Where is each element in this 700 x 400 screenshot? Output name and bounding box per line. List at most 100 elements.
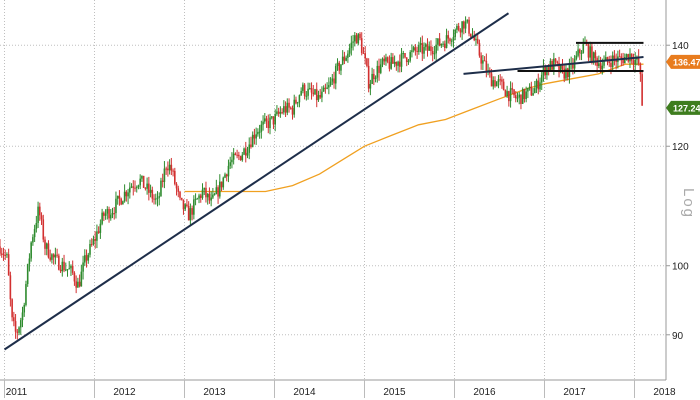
candle-body	[115, 198, 117, 214]
candle-body	[587, 44, 590, 58]
candle-body	[277, 111, 280, 114]
candle-body	[203, 187, 206, 190]
candle-body	[445, 35, 448, 48]
candle-body	[355, 35, 358, 44]
candle-body	[295, 99, 297, 104]
y-tick-labels: 90 100 120 140	[666, 41, 689, 342]
candle-body	[220, 181, 223, 188]
candle-body	[383, 58, 386, 62]
candle-body	[490, 73, 493, 87]
candle-body	[255, 134, 257, 139]
candle-body	[321, 91, 323, 98]
candle-body	[68, 268, 71, 270]
candle-body	[359, 33, 361, 39]
candle-body	[345, 57, 347, 61]
candle-body	[66, 269, 69, 271]
candle-body	[18, 327, 20, 333]
candle-body	[582, 44, 585, 53]
price-badge	[666, 54, 700, 69]
candle-body	[518, 94, 521, 98]
candle-body	[253, 134, 256, 139]
candle-body	[298, 95, 301, 103]
candle-body	[366, 58, 368, 66]
candle-body	[265, 118, 268, 122]
candle-body	[182, 199, 185, 210]
candle-body	[78, 281, 81, 287]
candle-body	[449, 38, 451, 42]
candle-body	[442, 43, 444, 45]
candle-body	[0, 253, 3, 255]
candle-body	[463, 21, 465, 29]
candle-body	[80, 271, 83, 287]
candle-body	[224, 174, 226, 178]
candle-body	[184, 204, 186, 210]
x-tick-label: 2012	[113, 387, 136, 398]
candle-body	[194, 198, 197, 200]
candle-body	[258, 131, 261, 133]
candle-body	[606, 57, 609, 62]
candle-body	[180, 197, 183, 200]
candle-body	[14, 321, 17, 332]
candle-body	[9, 275, 12, 300]
candle-body	[125, 191, 128, 197]
candle-body	[118, 195, 121, 199]
candle-body	[89, 243, 91, 255]
x-tick-labels: 2011 2012 2013 2014 2015 2016 2017 2018	[4, 380, 676, 398]
candle-body	[172, 170, 174, 172]
candle-body	[579, 49, 581, 54]
candle-body	[591, 46, 593, 63]
candle-body	[608, 61, 611, 64]
candle-body	[423, 46, 425, 54]
candle-body	[556, 61, 559, 63]
candle-body	[160, 180, 162, 197]
candle-body	[461, 21, 463, 33]
candle-body	[603, 60, 605, 66]
candle-body	[0, 246, 1, 254]
candle-body	[540, 74, 543, 83]
candle-body	[504, 90, 507, 97]
candle-body	[464, 21, 467, 29]
candle-body	[532, 93, 534, 96]
candle-body	[141, 175, 143, 179]
candle-body	[44, 239, 46, 249]
candle-body	[340, 64, 342, 71]
candle-body	[456, 25, 458, 30]
candle-body	[94, 238, 96, 241]
candle-body	[475, 38, 477, 41]
candle-body	[238, 154, 240, 157]
candle-body	[641, 74, 643, 106]
x-tick-label: 2013	[203, 387, 226, 398]
candle-body	[378, 65, 380, 73]
candle-body	[167, 168, 169, 171]
candle-body	[501, 79, 503, 82]
candle-body	[135, 187, 138, 189]
candle-body	[348, 48, 351, 54]
trendlines	[3, 12, 644, 351]
candle-body	[170, 164, 173, 171]
candle-body	[109, 214, 112, 219]
candle-body	[530, 86, 533, 96]
candle-body	[354, 35, 356, 42]
candle-body	[25, 284, 27, 305]
candle-body	[618, 56, 621, 58]
candle-body	[42, 219, 45, 240]
candle-body	[329, 81, 332, 86]
candle-body	[511, 88, 514, 90]
candle-body	[54, 254, 57, 258]
candle-body	[16, 331, 19, 333]
candle-body	[315, 89, 318, 101]
candle-body	[473, 35, 476, 41]
candles	[0, 16, 643, 340]
candle-body	[293, 99, 296, 115]
candle-body	[158, 196, 161, 198]
candle-body	[485, 61, 488, 73]
candle-body	[198, 195, 200, 199]
candle-body	[412, 47, 415, 51]
candle-body	[565, 68, 567, 79]
candle-body	[217, 187, 219, 197]
candle-body	[407, 60, 410, 63]
candle-body	[452, 36, 455, 41]
candle-body	[319, 95, 321, 98]
y-tick-label: 140	[672, 41, 689, 52]
candle-body	[416, 50, 418, 52]
